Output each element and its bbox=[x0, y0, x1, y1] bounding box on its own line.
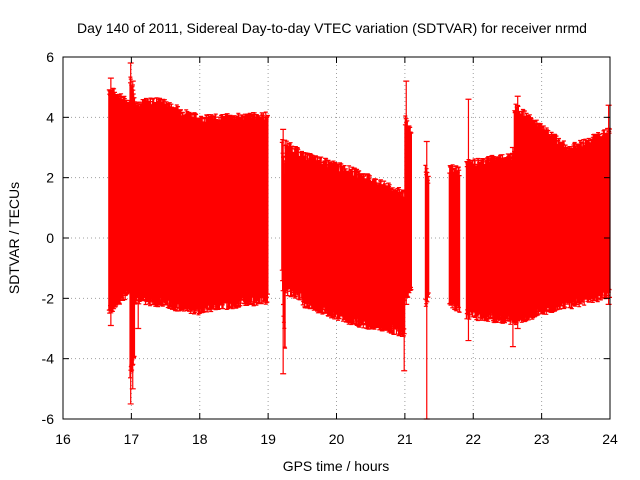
error-bar-spike bbox=[107, 77, 114, 327]
x-tick-label: 20 bbox=[329, 431, 345, 447]
error-bar-spike bbox=[605, 104, 612, 305]
x-tick-label: 21 bbox=[397, 431, 413, 447]
data-segment bbox=[132, 97, 161, 330]
y-tick-label: -2 bbox=[42, 290, 55, 306]
error-bar-spike bbox=[514, 95, 521, 330]
data-segment bbox=[127, 62, 137, 405]
data-segment bbox=[402, 80, 414, 305]
y-tick-label: 2 bbox=[46, 170, 54, 186]
x-tick-label: 23 bbox=[534, 431, 550, 447]
error-bar-band bbox=[447, 164, 462, 313]
error-bar-spike bbox=[129, 80, 136, 390]
error-bar-band bbox=[283, 139, 304, 301]
error-bar-band bbox=[197, 111, 270, 314]
error-bar-band bbox=[402, 115, 414, 301]
error-bars bbox=[106, 62, 612, 420]
chart-title: Day 140 of 2011, Sidereal Day-to-day VTE… bbox=[77, 20, 587, 36]
data-segment bbox=[567, 104, 612, 310]
error-bar-spike bbox=[127, 62, 134, 405]
data-segment bbox=[197, 111, 270, 314]
data-segment bbox=[279, 128, 288, 375]
y-axis-label: SDTVAR / TECUs bbox=[6, 182, 22, 294]
data-segment bbox=[447, 164, 462, 313]
error-bar-band bbox=[300, 152, 352, 325]
data-segment bbox=[283, 139, 304, 301]
y-tick-label: -6 bbox=[42, 411, 55, 427]
error-bar-spike bbox=[135, 101, 142, 330]
y-tick-label: -4 bbox=[42, 351, 55, 367]
x-tick-label: 17 bbox=[124, 431, 140, 447]
data-segment bbox=[106, 77, 132, 327]
x-tick-label: 19 bbox=[260, 431, 276, 447]
x-tick-label: 24 bbox=[602, 431, 618, 447]
data-segment bbox=[464, 98, 516, 348]
y-tick-label: 6 bbox=[46, 49, 54, 65]
y-tick-label: 0 bbox=[46, 230, 54, 246]
error-bar-spike bbox=[403, 80, 410, 305]
error-bar-band bbox=[464, 150, 516, 325]
error-bar-band bbox=[156, 97, 202, 316]
error-bar-spike bbox=[465, 98, 472, 342]
x-axis-label: GPS time / hours bbox=[283, 458, 390, 474]
x-tick-label: 18 bbox=[192, 431, 208, 447]
data-segment bbox=[348, 166, 408, 372]
data-segment bbox=[423, 140, 431, 420]
x-tick-label: 22 bbox=[465, 431, 481, 447]
data-segment bbox=[156, 97, 202, 316]
error-bar-band bbox=[348, 166, 407, 337]
error-bar-spike bbox=[280, 128, 287, 375]
x-tick-label: 16 bbox=[55, 431, 71, 447]
error-bar-band bbox=[512, 103, 571, 326]
data-segment bbox=[300, 152, 352, 325]
data-segment bbox=[512, 95, 571, 330]
error-bar-band bbox=[567, 127, 612, 310]
y-tick-label: 4 bbox=[46, 109, 54, 125]
error-bar-band bbox=[132, 97, 161, 308]
